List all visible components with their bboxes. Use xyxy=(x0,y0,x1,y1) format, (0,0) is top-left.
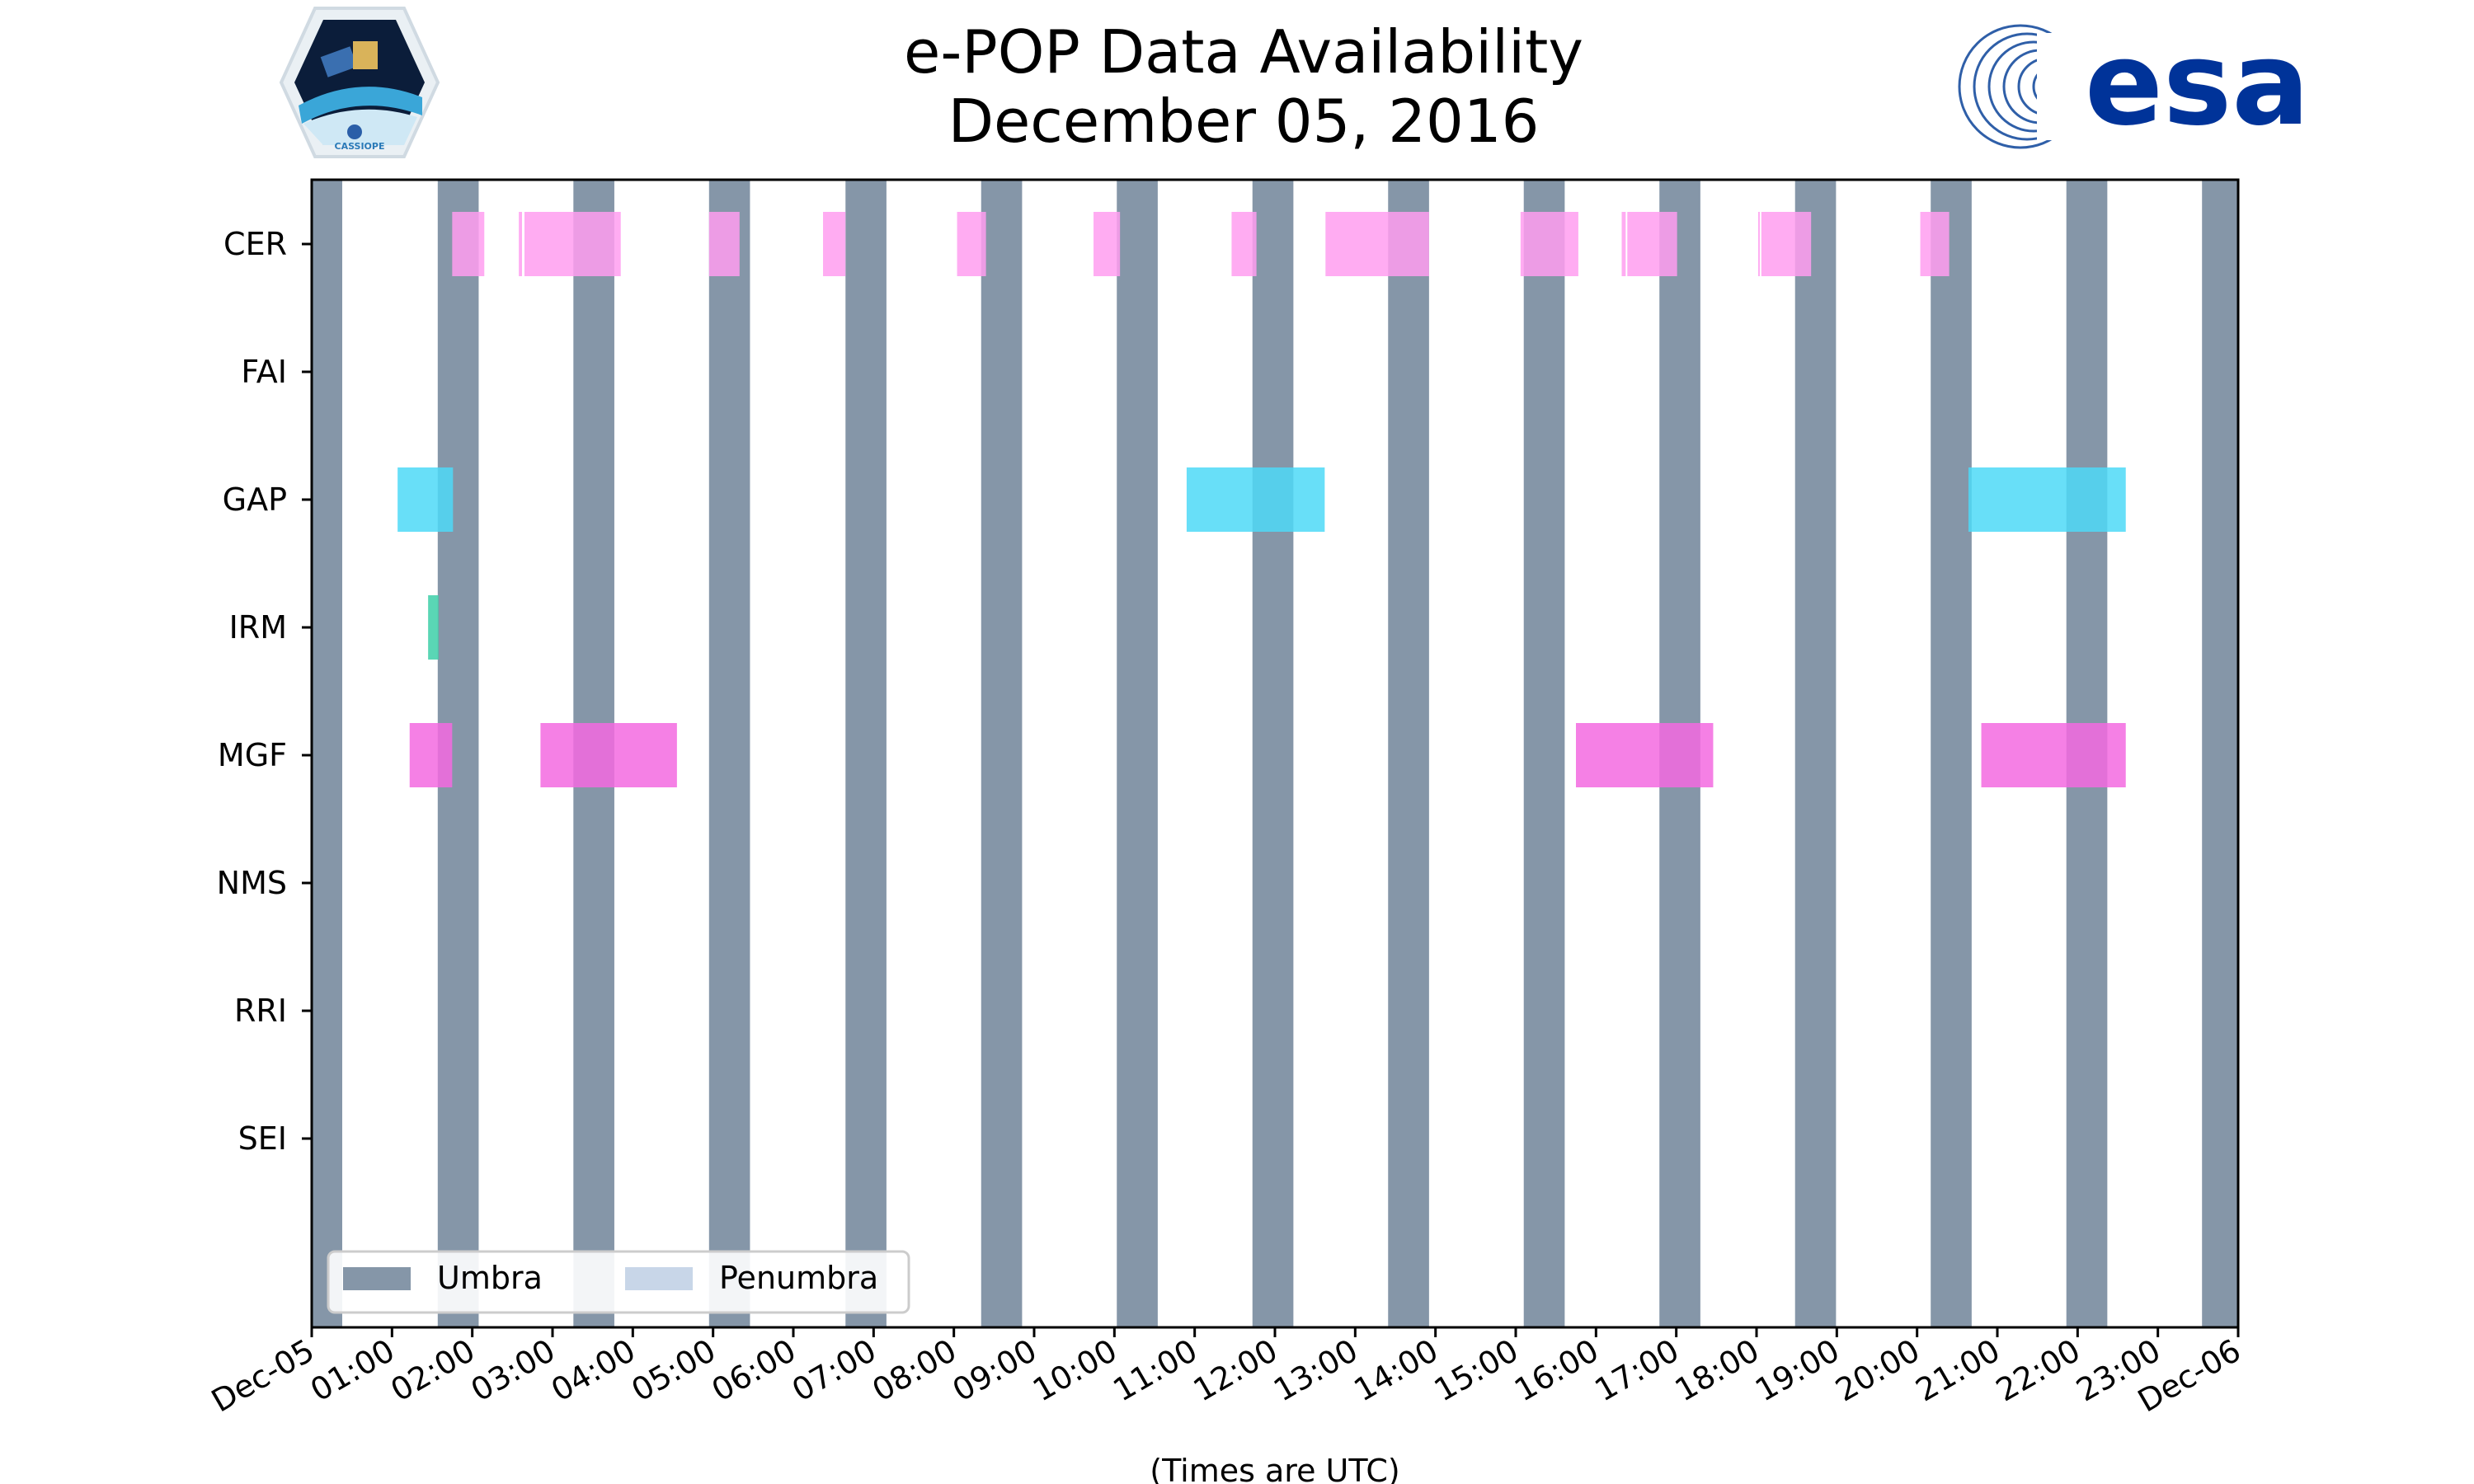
y-tick-label-nms: NMS xyxy=(217,865,287,901)
x-tick-label: 19:00 xyxy=(1749,1332,1846,1409)
esa-logo: esa xyxy=(1958,17,2310,152)
y-tick-label-fai: FAI xyxy=(241,354,287,390)
umbra-band xyxy=(1931,180,1972,1327)
legend-umbra-label: Umbra xyxy=(437,1260,543,1296)
data-bars-layer xyxy=(397,212,2126,787)
esa-wordmark: esa xyxy=(2085,17,2310,152)
x-tick-label: 06:00 xyxy=(706,1332,802,1409)
data-bar-cer xyxy=(519,212,523,276)
data-bar-cer xyxy=(1627,212,1677,276)
cassiope-logo: CASSIOPE xyxy=(279,7,440,158)
legend-penumbra-label: Penumbra xyxy=(719,1260,878,1296)
data-bar-cer xyxy=(524,212,621,276)
y-tick-label-irm: IRM xyxy=(229,609,287,646)
data-bar-gap xyxy=(397,467,454,532)
legend: Umbra Penumbra xyxy=(327,1250,910,1314)
data-bar-cer xyxy=(1094,212,1121,276)
data-bar-cer xyxy=(1231,212,1257,276)
data-bar-cer xyxy=(1757,212,1760,276)
data-bar-gap xyxy=(1968,467,2126,532)
y-tick-label-cer: CER xyxy=(223,226,287,262)
umbra-band xyxy=(1388,180,1429,1327)
y-tick-label-gap: GAP xyxy=(223,481,287,518)
x-tick-label: 02:00 xyxy=(384,1332,481,1409)
x-tick-label: Dec-05 xyxy=(205,1332,320,1420)
x-tick-label: 01:00 xyxy=(304,1332,401,1409)
data-bar-cer xyxy=(1520,212,1578,276)
x-tick-label: 18:00 xyxy=(1669,1332,1766,1409)
x-axis: Dec-0501:0002:0003:0004:0005:0006:0007:0… xyxy=(205,1327,2247,1420)
data-bar-irm xyxy=(428,595,439,660)
chart-title-line-1: e-POP Data Availability xyxy=(904,17,1583,87)
y-tick-label-rri: RRI xyxy=(234,993,287,1029)
y-tick-label-sei: SEI xyxy=(238,1120,287,1157)
data-bar-cer xyxy=(1761,212,1812,276)
chart-title-line-2: December 05, 2016 xyxy=(948,87,1540,156)
x-tick-label: 07:00 xyxy=(786,1332,882,1409)
data-bar-mgf xyxy=(1981,723,2126,787)
x-axis-label: (Times are UTC) xyxy=(1150,1453,1399,1484)
umbra-band xyxy=(312,180,342,1327)
data-bar-cer xyxy=(1920,212,1950,276)
data-bar-mgf xyxy=(409,723,453,787)
umbra-band xyxy=(1117,180,1158,1327)
x-tick-label: 03:00 xyxy=(465,1332,562,1409)
data-bar-cer xyxy=(1621,212,1626,276)
x-tick-label: 14:00 xyxy=(1348,1332,1444,1409)
x-tick-label: 21:00 xyxy=(1910,1332,2006,1409)
legend-umbra-swatch xyxy=(343,1267,411,1290)
x-tick-label: 11:00 xyxy=(1107,1332,1203,1409)
data-bar-cer xyxy=(823,212,846,276)
data-bar-cer xyxy=(708,212,740,276)
umbra-band xyxy=(2202,180,2238,1327)
data-bar-mgf xyxy=(1576,723,1714,787)
x-tick-label: 20:00 xyxy=(1829,1332,1926,1409)
y-tick-label-mgf: MGF xyxy=(218,737,287,773)
data-bar-cer xyxy=(452,212,485,276)
x-tick-label: 22:00 xyxy=(1990,1332,2086,1409)
x-tick-label: 08:00 xyxy=(866,1332,962,1409)
x-tick-label: 17:00 xyxy=(1588,1332,1685,1409)
y-axis: CER FAI GAP IRM MGF NMS RRI SEI xyxy=(217,226,312,1157)
umbra-band xyxy=(1523,180,1565,1327)
x-tick-label: 13:00 xyxy=(1268,1332,1364,1409)
x-tick-label: 04:00 xyxy=(545,1332,642,1409)
data-bar-mgf xyxy=(540,723,677,787)
data-bar-cer xyxy=(1325,212,1429,276)
cassiope-caption: CASSIOPE xyxy=(335,141,385,152)
x-tick-label: 10:00 xyxy=(1027,1332,1123,1409)
x-tick-label: 16:00 xyxy=(1508,1332,1605,1409)
data-bar-cer xyxy=(957,212,986,276)
umbra-band xyxy=(1252,180,1294,1327)
x-tick-label: 09:00 xyxy=(947,1332,1043,1409)
legend-box xyxy=(327,1250,910,1314)
x-tick-label: 12:00 xyxy=(1188,1332,1284,1409)
umbra-band xyxy=(1794,180,1837,1327)
umbra-band xyxy=(708,180,750,1327)
x-tick-label: 15:00 xyxy=(1428,1332,1525,1409)
umbra-band xyxy=(845,180,887,1327)
umbra-band xyxy=(981,180,1023,1327)
data-bar-gap xyxy=(1186,467,1325,532)
x-tick-label: 05:00 xyxy=(625,1332,722,1409)
plot-area: CER FAI GAP IRM MGF NMS RRI SEI Dec-0501:0002:0… xyxy=(205,178,2247,1420)
legend-penumbra-swatch xyxy=(625,1267,693,1290)
